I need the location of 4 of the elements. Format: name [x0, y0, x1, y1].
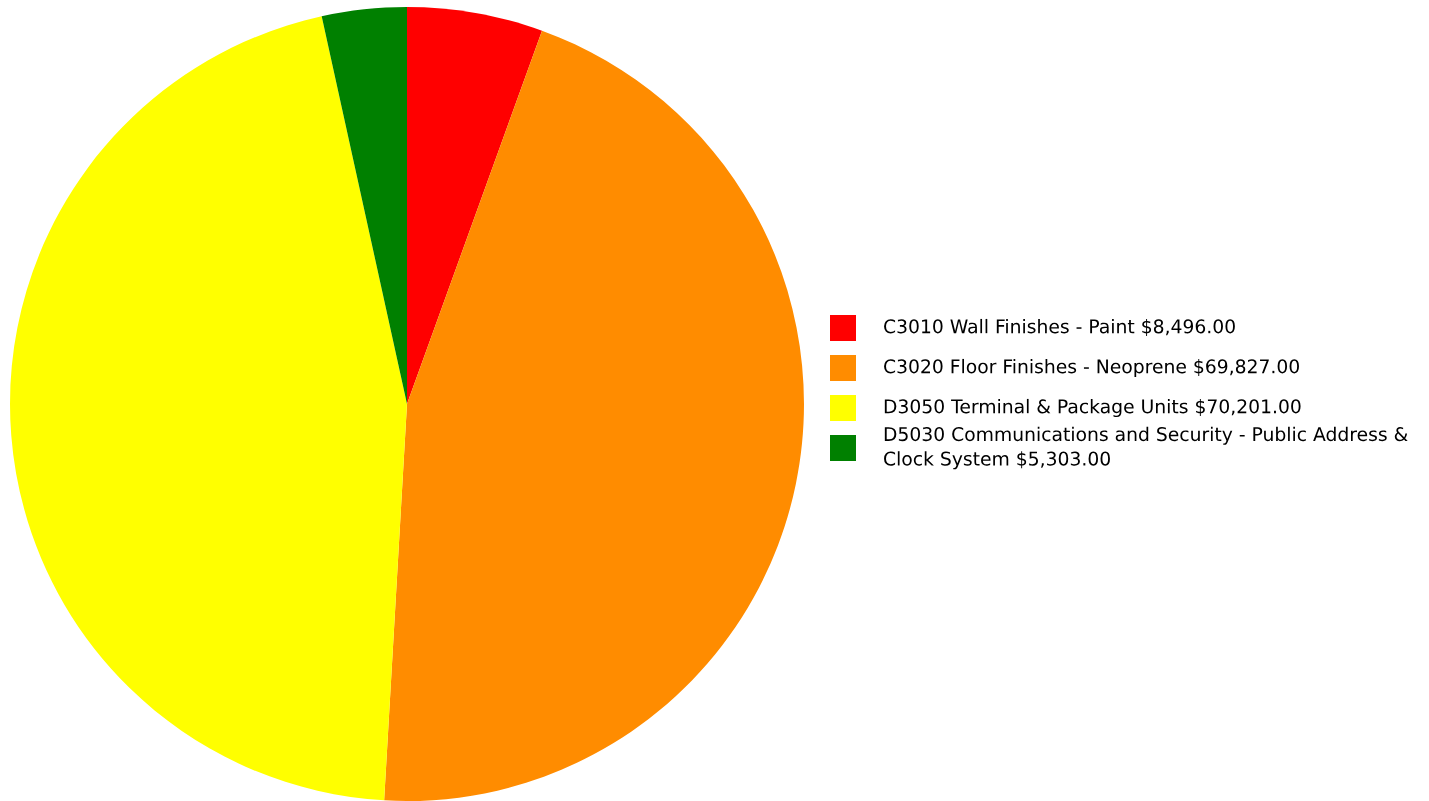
- legend-label: C3020 Floor Finishes - Neoprene $69,827.00: [884, 358, 1299, 378]
- legend-label: D3050 Terminal & Package Units $70,201.00: [884, 398, 1301, 418]
- legend-label: C3010 Wall Finishes - Paint $8,496.00: [884, 318, 1235, 336]
- legend-label: D5030 Communications and Security - Public Address & Clock System $5,303.00: [884, 426, 1408, 470]
